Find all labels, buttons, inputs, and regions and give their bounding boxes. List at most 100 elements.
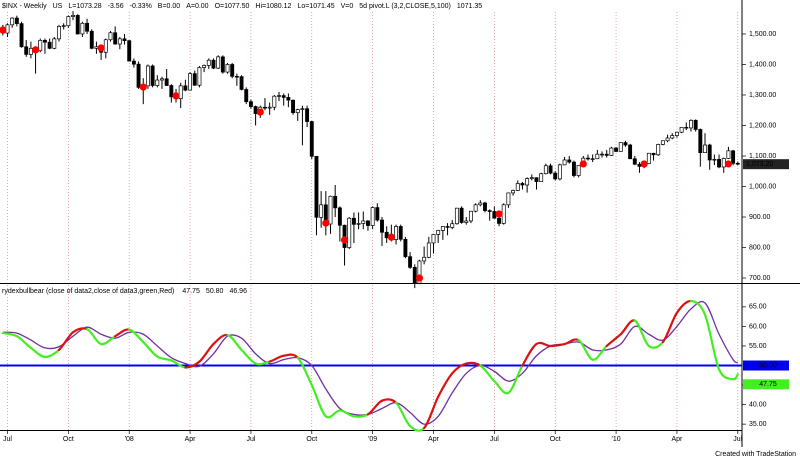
candle-body: [600, 153, 604, 156]
candle-body: [71, 15, 75, 17]
candle-body: [731, 150, 736, 164]
indicator-segment: [619, 319, 636, 336]
candle-body: [38, 40, 43, 52]
indicator-segment: [703, 313, 721, 371]
candle-body: [721, 158, 726, 168]
pivot-marker: [387, 233, 395, 241]
candle-body: [515, 183, 520, 191]
x-tick-label: Jul: [733, 436, 742, 443]
pivot-marker: [0, 26, 7, 34]
candle-body: [328, 195, 333, 225]
indicator-segment: [240, 348, 257, 365]
candle-body: [403, 238, 408, 258]
candle-body: [267, 106, 272, 109]
candle-body: [10, 17, 15, 26]
candle-body: [206, 59, 211, 66]
candle-body: [295, 109, 300, 114]
y-tick-label: 65.00: [749, 304, 767, 311]
indicator-segment: [394, 401, 412, 428]
candle-body: [534, 177, 539, 182]
candle-body: [127, 40, 132, 62]
pivot-marker: [256, 108, 264, 116]
candle-body: [333, 195, 338, 209]
indicator-segment: [212, 333, 229, 346]
indicator-segment: [324, 409, 341, 419]
candle-body: [370, 207, 375, 226]
x-tick-label: Apr: [185, 436, 197, 443]
indicator-segment: [675, 299, 693, 314]
candle-body: [632, 158, 637, 165]
candle-body: [178, 85, 183, 99]
candle-body: [183, 85, 188, 91]
candle-body: [735, 162, 740, 165]
candle-body: [539, 173, 544, 182]
candle-body: [454, 207, 459, 225]
candle-body: [586, 157, 590, 160]
indicator-segment: [100, 335, 117, 346]
candle-body: [42, 40, 47, 43]
y-tick-label: 800.00: [749, 244, 771, 251]
candle-body: [75, 15, 80, 35]
header-item: L=1073.28: [68, 3, 101, 10]
header-item: 1071.35: [457, 3, 482, 10]
candle-body: [571, 161, 576, 176]
header-item: Lo=1071.45: [297, 3, 334, 10]
indicator-segment: [198, 342, 215, 363]
candle-body: [272, 95, 277, 108]
candle-body: [398, 226, 403, 240]
indicator-segment: [465, 361, 482, 367]
pivot-marker: [579, 160, 587, 168]
candle-body: [192, 73, 197, 86]
header-item: A=0.00: [186, 3, 208, 10]
candle-body: [314, 155, 319, 218]
candle-body: [646, 152, 651, 164]
candle-body: [5, 24, 10, 34]
pivot-marker: [340, 236, 349, 244]
candle-body: [440, 226, 445, 231]
indicator-segment: [479, 364, 496, 383]
candle-body: [412, 267, 417, 284]
candle-body: [459, 207, 464, 223]
candle-body: [656, 144, 661, 156]
candle-body: [609, 147, 614, 156]
indicator-segment: [437, 372, 454, 398]
y-tick-label: 1,100.00: [749, 153, 776, 160]
header-item: B=0.00: [158, 3, 180, 10]
candle-body: [698, 129, 703, 153]
candle-body: [478, 202, 483, 206]
indicator-segment: [310, 383, 327, 418]
header-item: 5d pivot.L (3,2,CLOSE,5,100): [359, 3, 451, 10]
candle-body: [136, 63, 141, 88]
indicator-segment: [184, 360, 201, 369]
candle-body: [61, 25, 66, 27]
indicator-segment: [338, 409, 356, 418]
indicator-segment: [563, 338, 580, 346]
candle-body: [464, 220, 469, 223]
indicator-segment: [689, 299, 707, 316]
candle-body: [726, 150, 731, 159]
signal-line: [2, 300, 739, 425]
x-tick-label: Oct: [306, 436, 317, 443]
last-price-label: 1,073.20: [746, 161, 773, 168]
candle-body: [347, 217, 352, 248]
header-item: -0.33%: [130, 3, 152, 10]
reference-label: 50.00: [759, 362, 777, 369]
candle-body: [520, 183, 525, 186]
candle-body: [628, 144, 633, 160]
candle-body: [244, 89, 249, 103]
candle-body: [651, 152, 656, 156]
candle-body: [665, 137, 670, 142]
indicator-segment: [142, 340, 159, 358]
candle-body: [506, 192, 511, 206]
indicator-segment: [254, 360, 271, 366]
candle-body: [689, 119, 693, 129]
pivot-marker: [139, 83, 147, 91]
candle-body: [548, 165, 553, 174]
candle-body: [614, 147, 619, 152]
candle-body: [408, 256, 413, 268]
pivot-marker: [172, 92, 180, 100]
candle-body: [155, 79, 160, 86]
candle-body: [426, 242, 431, 258]
candle-body: [248, 101, 253, 107]
candle-body: [595, 153, 600, 160]
